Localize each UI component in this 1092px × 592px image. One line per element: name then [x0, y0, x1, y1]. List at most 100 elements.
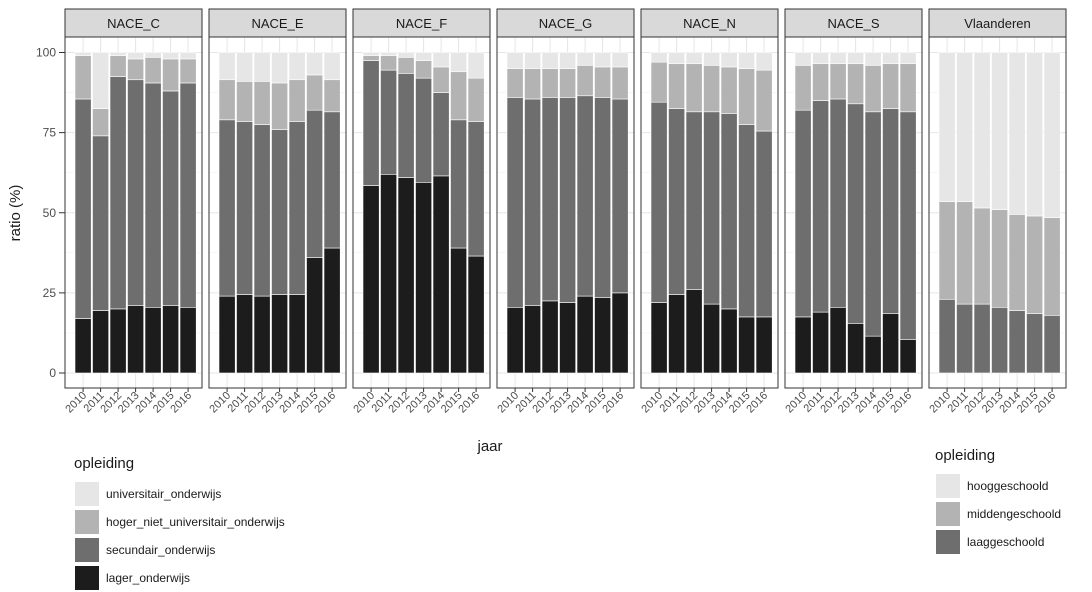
x-tick-label: 2016: [600, 390, 626, 416]
facet-strip: [784, 8, 923, 38]
x-tick-label: 2016: [168, 390, 194, 416]
bar-segment-universitair-onderwijs: [738, 52, 756, 69]
legend-opleiding-sectors: opleiding universitair_onderwijs hoger_ni…: [74, 455, 285, 592]
bar-segment-secundair-onderwijs: [755, 130, 773, 318]
facet-strip-label: NACE_S: [827, 16, 879, 31]
bar-segment-lager-onderwijs: [467, 255, 485, 374]
bar-segment-universitair-onderwijs: [432, 52, 450, 68]
bar-segment-secundair-onderwijs: [397, 73, 415, 178]
bar-segment-laaggeschoold: [938, 298, 956, 374]
bar-segment-universitair-onderwijs: [236, 52, 254, 82]
legend-title: opleiding: [935, 447, 996, 464]
bar-segment-secundair-onderwijs: [253, 124, 271, 297]
bar-segment-secundair-onderwijs: [179, 82, 197, 308]
bar-segment-lager-onderwijs: [755, 316, 773, 374]
bar-segment-laaggeschoold: [1043, 315, 1061, 374]
bar-segment-laaggeschoold: [991, 306, 1009, 374]
bar-segment-lager-onderwijs: [109, 308, 127, 374]
legend-swatch: [74, 481, 100, 507]
bar-segment-universitair-onderwijs: [594, 52, 612, 68]
bar-segment-lager-onderwijs: [650, 302, 668, 374]
bar-segment-universitair-onderwijs: [306, 52, 324, 76]
bar-segment-hooggeschoold: [1026, 52, 1044, 217]
bar-segment-secundair-onderwijs: [271, 129, 289, 295]
bar-segment-secundair-onderwijs: [162, 90, 180, 306]
bar-segment-secundair-onderwijs: [144, 82, 162, 308]
bar-segment-hoger-niet-universitair-onderwijs: [794, 65, 812, 111]
bar-segment-universitair-onderwijs: [524, 52, 542, 69]
bar-segment-lager-onderwijs: [92, 310, 110, 374]
bar-segment-lager-onderwijs: [541, 300, 559, 374]
bar-segment-hooggeschoold: [1008, 52, 1026, 215]
bar-segment-universitair-onderwijs: [74, 52, 92, 57]
bar-segment-universitair-onderwijs: [109, 52, 127, 57]
bar-segment-secundair-onderwijs: [109, 76, 127, 310]
panel-border: [208, 36, 347, 389]
bar-segment-secundair-onderwijs: [594, 97, 612, 298]
bar-segment-universitair-onderwijs: [829, 52, 847, 65]
bar-segment-universitair-onderwijs: [864, 52, 882, 66]
bar-segment-lager-onderwijs: [306, 257, 324, 374]
facet-strip-label: Vlaanderen: [964, 16, 1031, 31]
y-tick-label: 75: [43, 126, 57, 140]
bar-segment-secundair-onderwijs: [882, 108, 900, 315]
facet-strip-label: NACE_N: [683, 16, 736, 31]
bar-segment-lager-onderwijs: [738, 316, 756, 374]
bar-segment-secundair-onderwijs: [467, 121, 485, 257]
bar-segment-secundair-onderwijs: [611, 98, 629, 294]
bar-segment-universitair-onderwijs: [253, 52, 271, 82]
bar-segment-lager-onderwijs: [882, 313, 900, 374]
bar-segment-middengeschoold: [991, 209, 1009, 308]
bar-segment-lager-onderwijs: [794, 316, 812, 374]
legend-swatch: [935, 529, 961, 555]
bar-segment-secundair-onderwijs: [738, 124, 756, 318]
legend-item-hoger-niet-universitair-onderwijs: hoger_niet_universitair_onderwijs: [74, 508, 285, 536]
bar-segment-universitair-onderwijs: [720, 52, 738, 68]
panel-border: [640, 36, 779, 389]
panel-border: [784, 36, 923, 389]
panel-border: [496, 36, 635, 389]
bar-segment-lager-onderwijs: [899, 339, 917, 374]
y-axis: 0 25 50 75 100: [36, 46, 65, 380]
bar-segment-hoger-niet-universitair-onderwijs: [432, 66, 450, 93]
bar-segment-secundair-onderwijs: [236, 121, 254, 295]
bar-segment-secundair-onderwijs: [812, 100, 830, 313]
bar-segment-secundair-onderwijs: [847, 103, 865, 324]
y-tick-label: 0: [49, 366, 56, 380]
bar-segment-lager-onderwijs: [144, 306, 162, 374]
bar-segment-hoger-niet-universitair-onderwijs: [506, 68, 524, 98]
bar-segment-hoger-niet-universitair-onderwijs: [127, 58, 145, 81]
bar-segment-universitair-onderwijs: [668, 52, 686, 65]
x-tick-label: 2016: [888, 390, 914, 416]
legend-swatch: [74, 565, 100, 591]
bar-segment-universitair-onderwijs: [288, 52, 306, 81]
bar-segment-secundair-onderwijs: [685, 111, 703, 290]
bar-segment-hoger-niet-universitair-onderwijs: [323, 79, 341, 113]
bar-segment-secundair-onderwijs: [506, 97, 524, 308]
bar-segment-lager-onderwijs: [685, 289, 703, 374]
bar-segment-lager-onderwijs: [380, 173, 398, 374]
bar-segment-secundair-onderwijs: [720, 113, 738, 310]
bar-segment-middengeschoold: [1026, 215, 1044, 315]
bar-segment-hoger-niet-universitair-onderwijs: [397, 57, 415, 74]
bar-segment-secundair-onderwijs: [450, 119, 468, 249]
bar-segment-secundair-onderwijs: [380, 69, 398, 175]
bar-segment-universitair-onderwijs: [144, 52, 162, 58]
bar-segment-hoger-niet-universitair-onderwijs: [271, 82, 289, 130]
bar-segment-hoger-niet-universitair-onderwijs: [882, 63, 900, 109]
legend-title: opleiding: [74, 455, 135, 472]
legend-label: lager_onderwijs: [106, 571, 191, 585]
bar-segment-secundair-onderwijs: [668, 108, 686, 295]
legend-label: hooggeschoold: [967, 479, 1049, 493]
facet-strip: [640, 8, 779, 38]
bar-segment-hooggeschoold: [1043, 52, 1061, 218]
bar-segment-universitair-onderwijs: [685, 52, 703, 65]
bar-segment-hoger-niet-universitair-onderwijs: [703, 65, 721, 113]
bar-segment-hoger-niet-universitair-onderwijs: [650, 61, 668, 103]
bar-segment-universitair-onderwijs: [450, 52, 468, 73]
bar-segment-secundair-onderwijs: [288, 121, 306, 295]
bar-segment-lager-onderwijs: [829, 306, 847, 374]
